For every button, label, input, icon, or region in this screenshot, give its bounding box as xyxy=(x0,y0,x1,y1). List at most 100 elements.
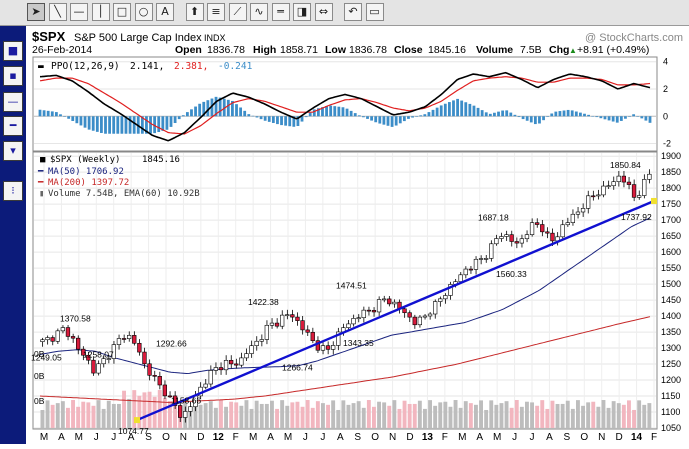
ppo-histogram-bar xyxy=(460,100,464,117)
volume-bar xyxy=(101,408,106,428)
x-tick-label: F xyxy=(651,432,657,443)
ppo-panel xyxy=(32,56,658,152)
ppo-histogram-bar xyxy=(161,116,165,131)
chg-label: Chg xyxy=(549,44,569,56)
line-thin-icon[interactable]: — xyxy=(3,92,23,112)
ppo-indicator-icon: ▬ xyxy=(38,61,44,72)
candle-body xyxy=(290,314,295,318)
ppo-histogram-bar xyxy=(231,100,234,117)
line-thick-icon[interactable]: ━ xyxy=(3,116,23,136)
ppo-histogram-bar xyxy=(67,116,71,119)
candle-body xyxy=(616,175,621,182)
volume-bar xyxy=(331,400,336,428)
candle-body xyxy=(336,331,341,346)
pointer-tool-icon[interactable]: ➤ xyxy=(27,3,45,21)
ppo-histogram-bar xyxy=(550,113,554,117)
line-style-icon[interactable]: ▾ xyxy=(3,141,23,161)
candle-body xyxy=(157,376,162,386)
volume-bar xyxy=(60,401,65,428)
vertical-line-tool-icon[interactable]: │ xyxy=(91,3,110,21)
candle-body xyxy=(392,301,397,305)
volume-bar xyxy=(356,401,361,428)
index-name: S&P 500 Large Cap Index xyxy=(74,32,202,44)
ppo-value: 2.141, xyxy=(130,61,164,72)
volume-bar xyxy=(147,391,152,428)
ppo-histogram-bar xyxy=(247,114,251,117)
candle-body xyxy=(259,339,264,342)
volume-bar xyxy=(285,405,290,428)
ppo-histogram-bar xyxy=(157,116,161,132)
volume-bar xyxy=(581,405,585,428)
text-annotation-tool-icon[interactable]: A xyxy=(156,3,174,21)
ppo-histogram-bar xyxy=(255,116,259,118)
cycle-lines-tool-icon[interactable]: ∿ xyxy=(250,3,268,21)
arrow-tool-icon[interactable]: ⬆ xyxy=(185,3,204,21)
line-tool-icon[interactable]: ╲ xyxy=(48,3,67,21)
trendline-start-handle[interactable] xyxy=(134,417,140,424)
support-trendline[interactable] xyxy=(136,199,655,422)
horizontal-line-tool-icon[interactable]: — xyxy=(70,3,88,21)
ma50-legend-icon: ━ xyxy=(37,167,44,177)
x-tick-label: A xyxy=(58,432,65,443)
ppo-histogram-bar xyxy=(509,112,513,117)
ppo-histogram-bar xyxy=(124,116,128,134)
ppo-histogram-bar xyxy=(153,116,157,134)
ppo-histogram-bar xyxy=(100,116,103,133)
ppo-histogram-bar xyxy=(132,116,136,134)
ppo-histogram-bar xyxy=(562,110,566,117)
ppo-histogram-bar xyxy=(640,116,644,119)
fibonacci-tool-icon[interactable]: ≡ xyxy=(207,3,225,21)
ppo-histogram-bar xyxy=(554,111,558,117)
volume-bar xyxy=(621,404,626,428)
chart-area[interactable]: $SPX S&P 500 Large Cap Index INDX @ Stoc… xyxy=(26,26,689,444)
ppo-tick-label: 4 xyxy=(663,57,668,67)
ppo-histogram-bar xyxy=(619,116,623,121)
price-annotation: 1343.35 xyxy=(343,338,374,348)
ppo-histogram-bar xyxy=(112,116,116,134)
ellipse-tool-icon[interactable]: ○ xyxy=(134,3,153,21)
price-chart[interactable]: $SPX S&P 500 Large Cap Index INDX @ Stoc… xyxy=(26,26,689,444)
candle-body xyxy=(545,231,550,234)
candle-body xyxy=(432,301,438,315)
candle-body xyxy=(376,299,382,313)
candle-body xyxy=(137,342,142,353)
ppo-histogram-bar xyxy=(288,116,292,127)
price-annotation: 1158.66 xyxy=(171,395,201,405)
volume-bar xyxy=(499,403,504,428)
ppo-histogram-bar xyxy=(71,116,75,121)
volume-bar xyxy=(438,402,443,428)
volume-bar xyxy=(545,408,550,428)
volume-bar xyxy=(315,401,320,428)
price-channel-tool-icon[interactable]: ═ xyxy=(271,3,290,21)
ppo-histogram-bar xyxy=(75,116,79,124)
undo-icon[interactable]: ↶ xyxy=(344,3,362,21)
grid-dots-icon[interactable]: ⁝ xyxy=(3,181,23,201)
ma200-line xyxy=(39,316,651,403)
ppo-histogram-bar xyxy=(304,116,308,118)
candle-body xyxy=(534,222,540,225)
volume-bar xyxy=(280,400,285,428)
ppo-histogram-bar xyxy=(394,116,398,126)
volume-bar xyxy=(137,395,142,428)
x-tick-label: S xyxy=(145,432,152,443)
callout-tool-icon[interactable]: ◨ xyxy=(293,3,311,21)
fill-color-icon[interactable]: ▪ xyxy=(3,66,23,86)
ppo-histogram-bar xyxy=(190,109,193,117)
speed-lines-tool-icon[interactable]: ⟋ xyxy=(228,3,247,21)
candle-body xyxy=(249,345,254,354)
candle-body xyxy=(422,315,428,318)
close-value: 1845.16 xyxy=(428,44,466,56)
ppo-histogram-bar xyxy=(464,102,468,117)
candle-body xyxy=(70,336,76,339)
volume-bar xyxy=(458,407,463,428)
rectangle-tool-icon[interactable]: □ xyxy=(113,3,131,21)
candle-body xyxy=(121,338,127,340)
ppo-histogram-bar xyxy=(501,110,505,117)
x-tick-label: J xyxy=(111,432,116,443)
move-tool-icon[interactable]: ⇔ xyxy=(314,3,333,21)
color-palette-icon[interactable]: ■ xyxy=(3,41,23,61)
volume-bar xyxy=(341,400,346,428)
erase-icon[interactable]: ▭ xyxy=(365,3,384,21)
trendline-end-handle[interactable] xyxy=(651,197,657,204)
candle-body xyxy=(325,345,331,350)
